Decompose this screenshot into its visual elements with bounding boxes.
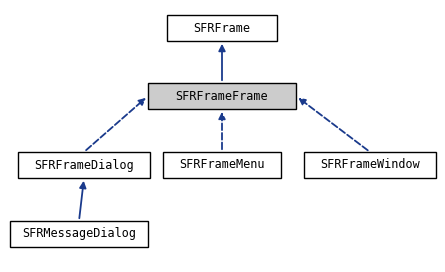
Bar (167, 15, 277, 41)
Text: SFRMessageDialog: SFRMessageDialog (22, 227, 136, 240)
Bar (148, 83, 296, 109)
Text: SFRFrame: SFRFrame (194, 21, 251, 35)
Bar (163, 152, 281, 178)
Text: SFRFrameDialog: SFRFrameDialog (34, 159, 134, 172)
Bar (10, 221, 148, 247)
Bar (18, 152, 150, 178)
Text: SFRFrameFrame: SFRFrameFrame (176, 89, 268, 103)
Bar (304, 152, 436, 178)
Text: SFRFrameMenu: SFRFrameMenu (179, 159, 265, 172)
Text: SFRFrameWindow: SFRFrameWindow (320, 159, 420, 172)
